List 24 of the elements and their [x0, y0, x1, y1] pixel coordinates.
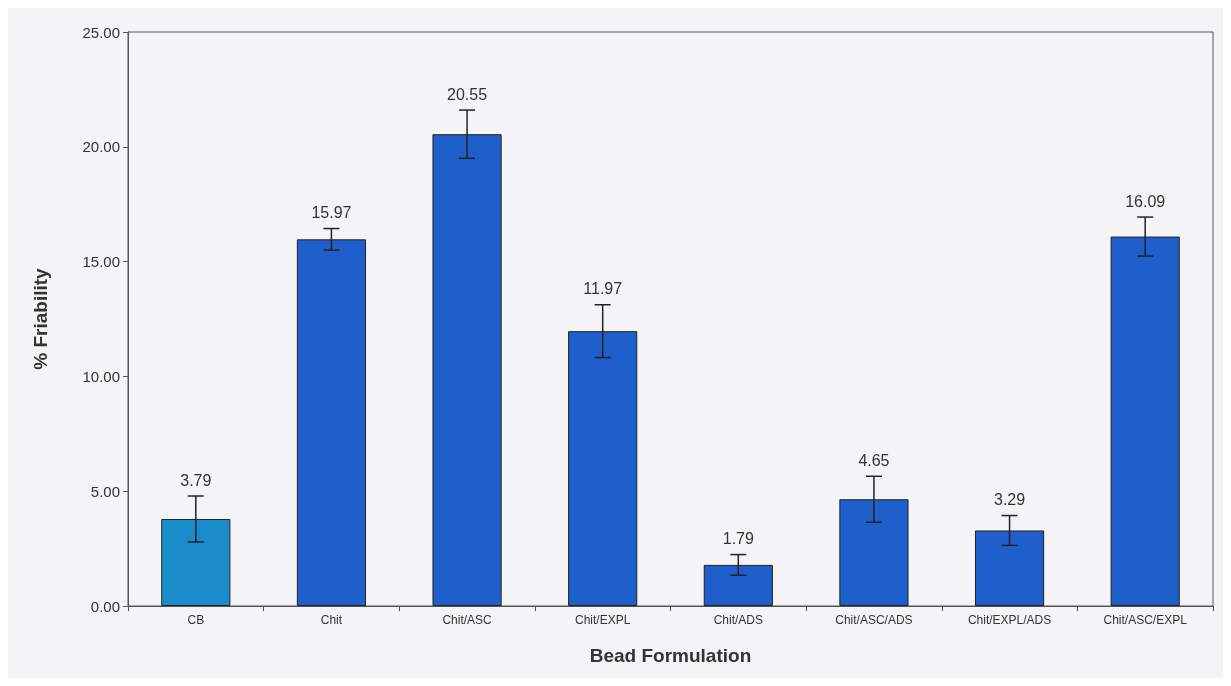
x-axis-title: Bead Formulation [589, 645, 752, 666]
x-tick-label: Chit/ASC/ADS [835, 613, 913, 627]
data-label: 3.79 [180, 471, 212, 489]
data-label: 16.09 [1125, 192, 1166, 210]
x-tick-label: Chit/ASC [442, 613, 493, 627]
data-label: 1.79 [722, 530, 754, 548]
x-tick-label: Chit/EXPL [575, 613, 631, 627]
y-tick-label: 15.00 [82, 253, 120, 271]
data-label: 11.97 [583, 280, 623, 298]
x-tick-label: Chit/ADS [713, 613, 763, 627]
y-tick-label: 0.00 [90, 597, 120, 615]
x-tick-label: Chit/ASC/EXPL [1103, 613, 1188, 627]
data-label: 20.55 [447, 85, 488, 103]
y-tick-label: 5.00 [90, 482, 120, 500]
data-label: 4.65 [858, 451, 890, 469]
x-tick-label: Chit [320, 613, 343, 627]
y-tick-label: 25.00 [82, 23, 120, 41]
data-label: 3.29 [993, 491, 1026, 509]
x-tick-label: Chit/EXPL/ADS [967, 613, 1052, 627]
y-tick-label: 20.00 [82, 138, 120, 156]
x-tick-label: CB [187, 613, 205, 627]
y-axis-title: % Friability [30, 267, 51, 370]
y-tick-label: 10.00 [82, 367, 120, 385]
data-label: 15.97 [311, 204, 352, 222]
